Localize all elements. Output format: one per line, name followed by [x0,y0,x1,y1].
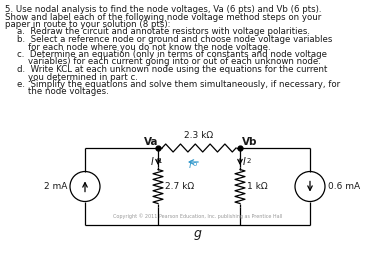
Text: d.  Write KCL at each unknown node using the equations for the current: d. Write KCL at each unknown node using … [17,65,328,74]
Text: variables) for each current going into or out of each unknown node.: variables) for each current going into o… [17,57,321,67]
Text: 2 mA: 2 mA [44,182,67,191]
Text: 1 kΩ: 1 kΩ [247,182,268,191]
Text: o: o [193,161,197,167]
Text: b.  Select a reference node or ground and choose node voltage variables: b. Select a reference node or ground and… [17,35,333,44]
Text: g: g [194,227,202,240]
Text: 2.3 kΩ: 2.3 kΩ [184,131,214,140]
Text: 0.6 mA: 0.6 mA [328,182,360,191]
Text: paper in route to your solution (8 pts):: paper in route to your solution (8 pts): [5,20,170,29]
Text: for each node where you do not know the node voltage.: for each node where you do not know the … [17,42,271,52]
Text: the node voltages.: the node voltages. [17,88,109,97]
Text: 1: 1 [157,158,162,164]
Text: 2.7 kΩ: 2.7 kΩ [165,182,194,191]
Text: Va: Va [144,137,159,147]
Text: Copyright © 2011 Pearson Education, Inc. publishing as Prentice Hall: Copyright © 2011 Pearson Education, Inc.… [113,213,282,219]
Text: you determined in part c.: you determined in part c. [17,73,138,82]
Text: Vb: Vb [242,137,258,147]
Text: c.  Determine an equation (only in terms of constants and node voltage: c. Determine an equation (only in terms … [17,50,327,59]
Text: I: I [243,157,246,167]
Text: i: i [189,160,192,170]
Text: Show and label each of the following node voltage method steps on your: Show and label each of the following nod… [5,12,321,21]
Text: 5. Use nodal analysis to find the node voltages, Va (6 pts) and Vb (6 pts).: 5. Use nodal analysis to find the node v… [5,5,321,14]
Text: I: I [151,157,154,167]
Text: a.  Redraw the circuit and annotate resistors with voltage polarities.: a. Redraw the circuit and annotate resis… [17,27,310,37]
Text: e.  Simplify the equations and solve them simultaneously, if necessary, for: e. Simplify the equations and solve them… [17,80,340,89]
Text: 2: 2 [247,158,252,164]
